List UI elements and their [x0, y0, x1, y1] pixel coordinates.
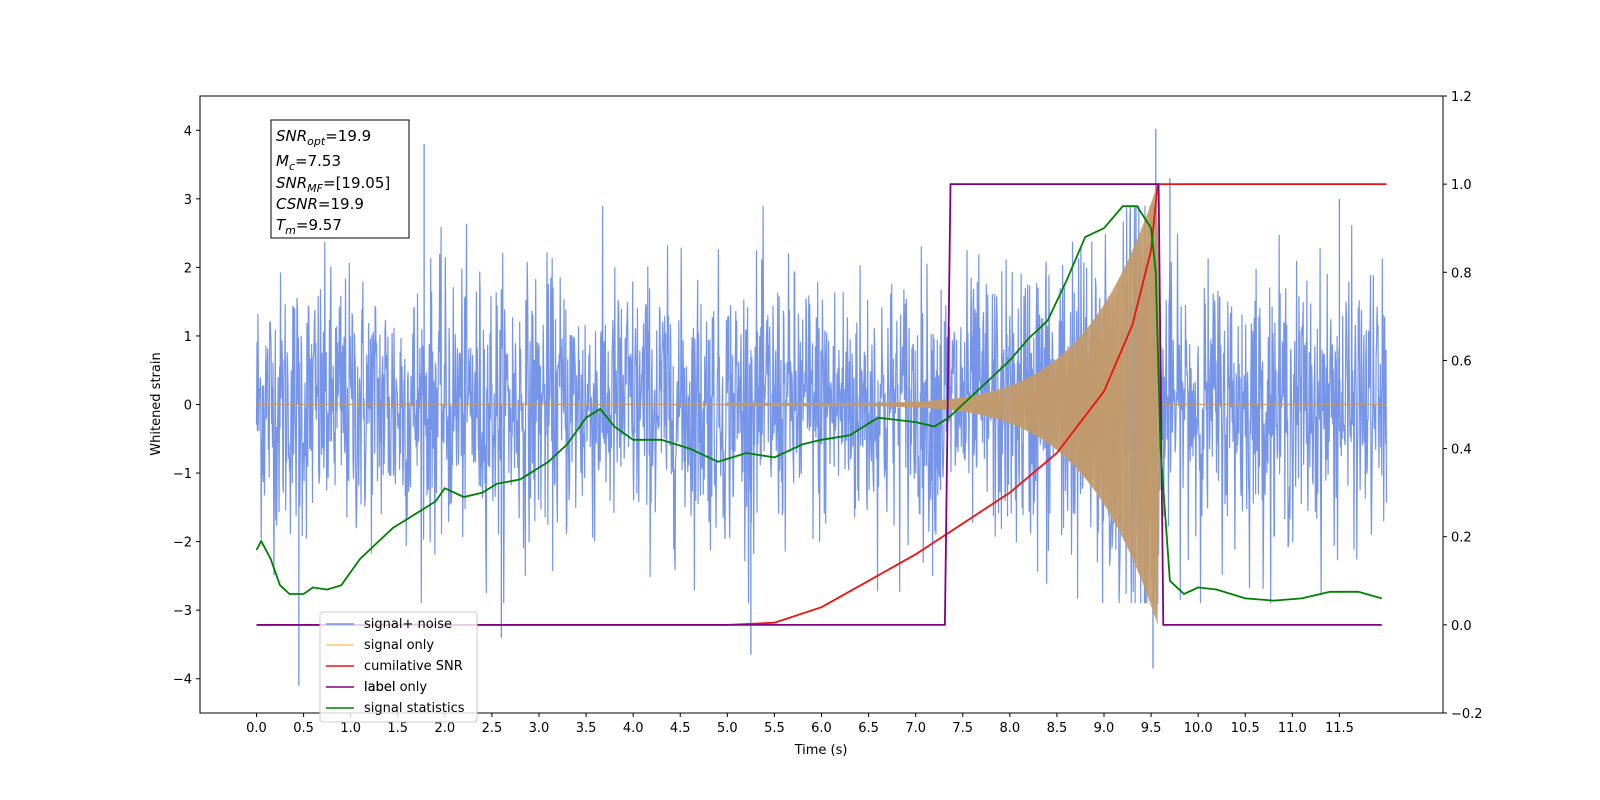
legend-hidden-label-only: label only: [364, 680, 427, 695]
y-right-tick-label: 1.0: [1451, 178, 1472, 193]
x-tick-label: 0.0: [246, 721, 267, 736]
ticks-layer: 0.0 0.5 1.0 1.5 2.0 2.5 3.0 3.5 4.0 4.5 5.0 5.5 6.0 6…: [173, 90, 1483, 736]
y-left-tick-label: −4: [173, 673, 192, 688]
y-right-tick-label: 1.2: [1451, 90, 1472, 105]
series-label-line: [256, 183, 1382, 626]
x-tick-label: 4.5: [670, 721, 691, 736]
legend-label-label: label: [364, 680, 395, 695]
legend-label-signal-only: signal only: [364, 638, 434, 653]
y-left-tick-label: 2: [184, 261, 192, 276]
annotation-snr-mf: SNRMF=[19.05]: [276, 174, 390, 195]
annotation-csnr: CSNR=19.9: [276, 195, 364, 213]
legend: label only signal+ noise signal only cum…: [319, 611, 478, 723]
x-tick-label: 1.0: [340, 721, 361, 736]
y-right-tick-label: 0.6: [1451, 354, 1472, 369]
y-left-tick-label: 0: [184, 399, 192, 414]
x-axis-label: Time (s): [794, 743, 848, 758]
y-right-tick-label: 0.2: [1451, 531, 1472, 546]
y-left-tick-label: 3: [184, 193, 192, 208]
x-tick-label: 6.5: [858, 721, 879, 736]
y-left-tick-label: −3: [173, 604, 192, 619]
legend-label-signal-statistics: signal statistics: [364, 701, 465, 716]
legend-label-signal-noise: signal+ noise: [364, 617, 452, 632]
x-tick-label: 10.5: [1231, 721, 1260, 736]
annotation-box-border: [270, 119, 410, 239]
y-left-tick-label: 4: [184, 124, 192, 139]
x-tick-label: 6.0: [811, 721, 832, 736]
series-signal-statistics-line: [255, 205, 1383, 602]
x-tick-label: 2.5: [482, 721, 503, 736]
y-axis-label-left: Whitened strain: [149, 352, 164, 455]
x-tick-label: 10.0: [1184, 721, 1213, 736]
annotation-box: SNRopt=19.9 Mc=7.53 SNRMF=[19.05] CSNR=1…: [270, 119, 410, 239]
x-tick-label: 2.0: [434, 721, 455, 736]
legend-label-cumulative-snr: cumilative SNR: [364, 659, 463, 674]
x-tick-label: 3.0: [529, 721, 550, 736]
x-tick-label: 9.0: [1094, 721, 1115, 736]
x-tick-label: 7.0: [905, 721, 926, 736]
legend-box: [319, 611, 478, 723]
x-tick-label: 8.0: [999, 721, 1020, 736]
y-right-tick-label: −0.2: [1451, 707, 1483, 722]
x-tick-label: 3.5: [576, 721, 597, 736]
y-right-tick-label: 0.4: [1451, 443, 1472, 458]
annotation-mc: Mc=7.53: [276, 152, 341, 173]
x-tick-label: 11.5: [1325, 721, 1354, 736]
y-right-tick-label: 0.8: [1451, 266, 1472, 281]
series-cumulative-snr-line: [256, 183, 1387, 626]
series-signal-only-envelope: [727, 188, 1161, 621]
x-tick-label: 5.0: [717, 721, 738, 736]
x-tick-label: 8.5: [1047, 721, 1068, 736]
y-right-tick-label: 0.0: [1451, 619, 1472, 634]
y-left-tick-label: −2: [173, 536, 192, 551]
plot-layer: [255, 128, 1388, 686]
y-left-tick-label: 1: [184, 330, 192, 345]
x-tick-label: 4.0: [623, 721, 644, 736]
x-tick-label: 5.5: [764, 721, 785, 736]
annotation-snr-opt: SNRopt=19.9: [276, 127, 371, 148]
annotation-tm: Tm=9.57: [276, 216, 342, 237]
x-tick-label: 1.5: [387, 721, 408, 736]
x-tick-label: 0.5: [293, 721, 314, 736]
x-tick-label: 9.5: [1141, 721, 1162, 736]
x-tick-label: 11.0: [1278, 721, 1307, 736]
series-signal-noise-line: [255, 205, 1388, 604]
y-left-tick-label: −1: [173, 467, 192, 482]
x-tick-label: 7.5: [952, 721, 973, 736]
